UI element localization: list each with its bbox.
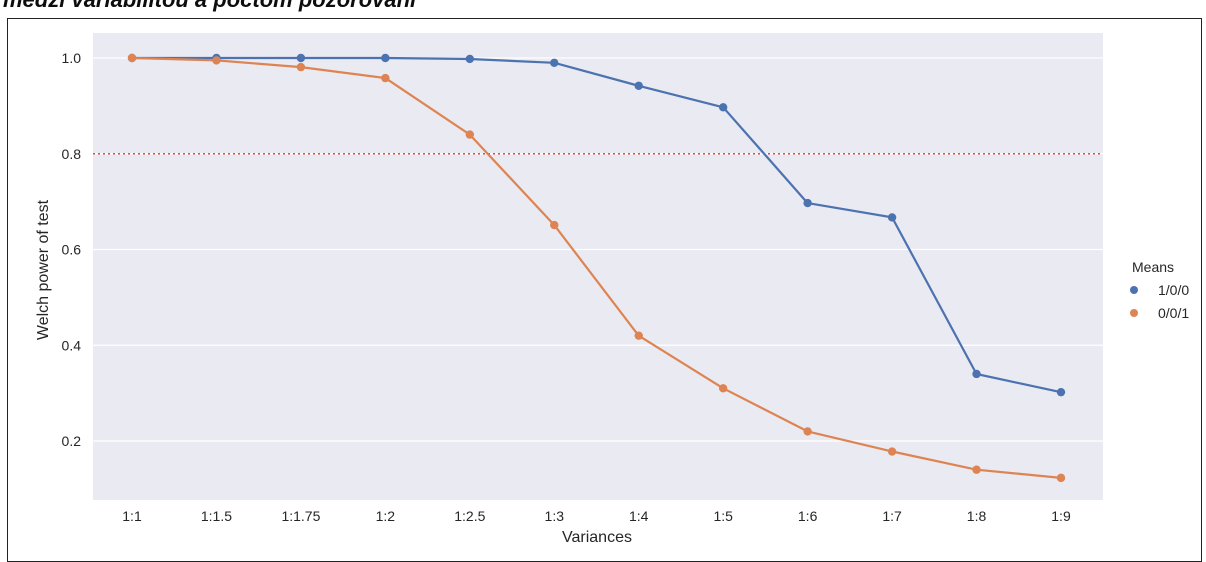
- x-tick-label: 1:3: [545, 508, 565, 524]
- y-tick-label: 0.6: [62, 242, 82, 258]
- data-point: [972, 465, 981, 474]
- legend-marker: [1130, 286, 1138, 294]
- data-point: [296, 62, 306, 72]
- data-point: [550, 58, 559, 67]
- x-tick-label: 1:4: [629, 508, 649, 524]
- plot-background: [93, 33, 1103, 500]
- x-tick-label: 1:6: [798, 508, 818, 524]
- page-heading: medzi variabilitou a počtom pozorovaní: [3, 0, 416, 13]
- x-axis-ticks: 1:1 1:1.5 1:1.75 1:2 1:2.5 1:3 1:4 1:5 1:6 1:7 1:8…: [122, 508, 1071, 524]
- data-point: [634, 81, 643, 90]
- series-line-0: [132, 56, 1062, 394]
- x-tick-label: 1:5: [713, 508, 733, 524]
- data-point: [296, 53, 306, 63]
- legend-entry-label: 1/0/0: [1158, 282, 1189, 298]
- x-tick-label: 1:9: [1051, 508, 1071, 524]
- legend-marker: [1130, 309, 1138, 317]
- x-tick-label: 1:2.5: [454, 508, 485, 524]
- legend: Means 1/0/0 0/0/1: [1130, 259, 1189, 321]
- y-tick-label: 1.0: [62, 50, 82, 66]
- data-point: [550, 220, 559, 230]
- x-tick-label: 1:8: [967, 508, 987, 524]
- series-lines: [131, 56, 1062, 479]
- x-tick-label: 1:1.75: [281, 508, 320, 524]
- legend-entry-label: 0/0/1: [1158, 305, 1189, 321]
- x-axis-label: Variances: [562, 529, 632, 546]
- data-point: [887, 447, 897, 456]
- data-point: [381, 73, 390, 83]
- x-tick-label: 1:1.5: [201, 508, 232, 524]
- y-axis-label: Welch power of test: [35, 199, 52, 340]
- data-point: [803, 198, 812, 208]
- y-tick-label: 0.8: [62, 146, 82, 162]
- data-point: [803, 427, 812, 436]
- x-tick-label: 1:1: [122, 508, 142, 524]
- x-tick-label: 1:2: [376, 508, 396, 524]
- series-points: [127, 53, 1066, 483]
- data-point: [634, 331, 643, 340]
- data-point: [127, 53, 137, 63]
- y-tick-label: 0.2: [62, 433, 82, 449]
- data-point: [1056, 473, 1066, 483]
- data-point: [465, 54, 475, 64]
- data-point: [465, 130, 475, 139]
- data-point: [1056, 387, 1066, 397]
- y-tick-label: 0.4: [62, 337, 82, 353]
- data-point: [887, 213, 897, 222]
- data-point: [718, 103, 728, 112]
- legend-title: Means: [1132, 259, 1174, 275]
- data-point: [718, 384, 728, 393]
- x-tick-label: 1:7: [882, 508, 902, 524]
- data-point: [381, 53, 390, 63]
- y-axis-ticks: 0.2 0.4 0.6 0.8 1.0: [62, 50, 82, 449]
- data-point: [972, 369, 981, 379]
- series-line-1: [131, 56, 1062, 479]
- data-point: [212, 56, 221, 65]
